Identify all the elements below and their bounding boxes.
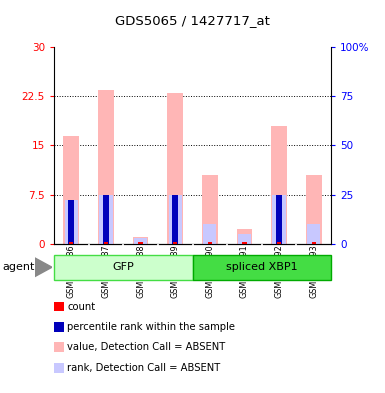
Text: value, Detection Call = ABSENT: value, Detection Call = ABSENT [67,342,226,353]
Text: GSM1125692: GSM1125692 [275,244,284,298]
Bar [99,195,112,244]
Bar [273,195,286,244]
Polygon shape [35,258,52,277]
Bar [243,242,246,244]
Text: percentile rank within the sample: percentile rank within the sample [67,322,235,332]
Bar [103,195,109,244]
Bar [276,195,282,244]
Bar [104,242,108,244]
Bar [203,224,216,244]
Text: GSM1125686: GSM1125686 [67,244,76,298]
Text: spliced XBP1: spliced XBP1 [226,262,298,272]
Bar [277,242,281,244]
Bar [68,200,74,244]
Bar [64,136,79,244]
Bar [192,255,331,280]
Bar [98,90,114,244]
Bar [202,175,218,244]
Text: GFP: GFP [112,262,134,272]
Bar [208,242,212,244]
Bar [54,255,192,280]
Bar [169,195,182,244]
Bar [65,200,78,244]
Bar [172,195,178,244]
Bar [271,126,287,244]
Bar [69,242,73,244]
Bar [173,242,177,244]
Text: count: count [67,301,95,312]
Bar [312,242,316,244]
Text: GDS5065 / 1427717_at: GDS5065 / 1427717_at [115,14,270,27]
Bar [238,234,251,244]
Text: GSM1125690: GSM1125690 [205,244,214,298]
Bar [306,175,321,244]
Bar [307,224,320,244]
Bar [237,229,252,244]
Text: GSM1125693: GSM1125693 [309,244,318,298]
Bar [167,93,183,244]
Text: agent: agent [2,262,34,272]
Bar [139,242,142,244]
Text: GSM1125688: GSM1125688 [136,244,145,298]
Bar [133,237,148,244]
Text: GSM1125689: GSM1125689 [171,244,180,298]
Bar [134,238,147,244]
Text: GSM1125687: GSM1125687 [101,244,110,298]
Text: GSM1125691: GSM1125691 [240,244,249,298]
Text: rank, Detection Call = ABSENT: rank, Detection Call = ABSENT [67,363,221,373]
